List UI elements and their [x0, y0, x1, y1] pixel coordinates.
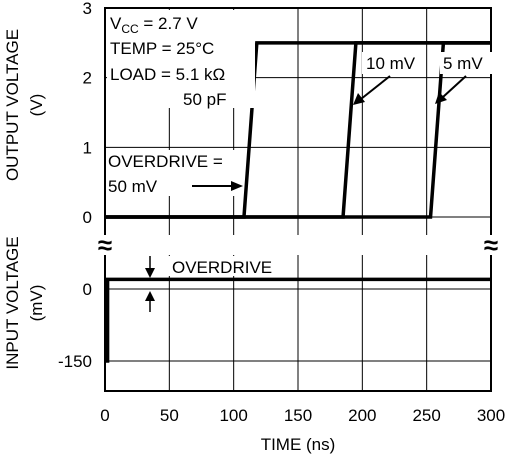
x-tick-label: 250 — [412, 406, 440, 425]
left-axis-break: ≈ — [98, 230, 112, 260]
x-tick-label: 300 — [477, 406, 505, 425]
x-tick-label: 100 — [219, 406, 247, 425]
plot-frame — [100, 7, 496, 392]
output-series — [105, 41, 491, 219]
temp-annotation: TEMP = 25°C — [110, 39, 214, 58]
vcc-annotation: VCC = 2.7 V — [110, 14, 198, 36]
input-overdrive-arrows — [145, 256, 155, 312]
upper-y-axis-label-line2: (V) — [27, 94, 46, 117]
right-axis-break: ≈ — [484, 230, 498, 260]
input-overdrive-background — [168, 256, 292, 276]
overdrive-annotation-line2: 50 mV — [108, 177, 158, 196]
arrow-10mv — [353, 75, 391, 105]
x-tick-labels: 0 50 100 150 200 250 300 — [100, 406, 505, 425]
lower-y-tick-label: 0 — [83, 280, 92, 299]
input-series — [105, 277, 491, 363]
lower-y-axis-label-line2: (mV) — [27, 285, 46, 322]
lower-y-tick-label: -150 — [58, 352, 92, 371]
lower-y-tick-labels: 0 -150 — [58, 280, 92, 371]
load-annotation: LOAD = 5.1 kΩ — [110, 65, 225, 84]
label-5mv: 5 mV — [443, 54, 483, 73]
upper-y-tick-label: 3 — [83, 0, 92, 18]
label-10mv: 10 mV — [366, 54, 416, 73]
upper-y-tick-labels: 3 2 1 0 — [83, 0, 92, 227]
x-tick-label: 150 — [284, 406, 312, 425]
x-axis-label: TIME (ns) — [261, 435, 336, 454]
arrow-5mv — [435, 75, 467, 104]
label-10mv-background — [362, 52, 424, 74]
conditions-background — [107, 10, 255, 108]
upper-y-axis-label-line1: OUTPUT VOLTAGE — [3, 29, 22, 181]
input-step-line — [105, 277, 491, 363]
overdrive-note-background — [106, 150, 243, 196]
output-line-5mv — [105, 41, 491, 219]
cap-annotation: 50 pF — [183, 90, 226, 109]
upper-y-tick-label: 1 — [83, 138, 92, 157]
x-tick-label: 0 — [100, 406, 109, 425]
upper-y-tick-label: 2 — [83, 69, 92, 88]
label-5mv-background — [440, 52, 492, 74]
overdrive-annotation-line1: OVERDRIVE = — [108, 152, 223, 171]
upper-y-tick-label: 0 — [83, 208, 92, 227]
x-tick-label: 50 — [160, 406, 179, 425]
lower-y-axis-label-line1: INPUT VOLTAGE — [3, 236, 22, 369]
overdrive-arrow — [192, 181, 243, 191]
input-overdrive-label: OVERDRIVE — [172, 258, 272, 277]
x-tick-label: 200 — [348, 406, 376, 425]
